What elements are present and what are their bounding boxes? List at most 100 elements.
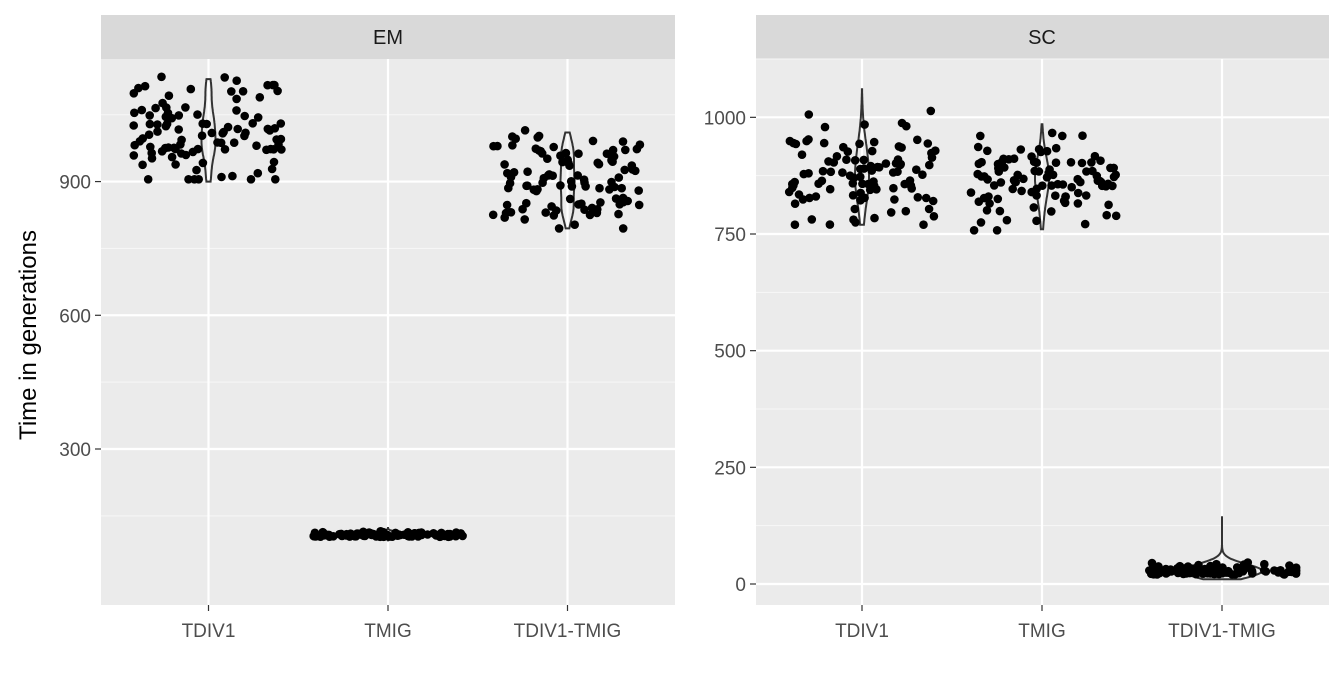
data-point [246, 175, 256, 184]
x-tick-label: TDIV1-TMIG [1168, 621, 1276, 642]
data-point [1051, 158, 1061, 167]
data-point [1167, 567, 1176, 576]
data-point [151, 103, 160, 113]
data-point [858, 179, 867, 189]
data-point [620, 165, 629, 175]
data-point [984, 192, 993, 201]
data-point [262, 145, 271, 155]
data-point [974, 197, 984, 206]
data-point [1201, 566, 1211, 576]
data-point [1261, 567, 1271, 576]
data-point [897, 143, 906, 152]
data-point [1027, 187, 1036, 197]
data-point [999, 154, 1008, 164]
data-point [368, 530, 377, 539]
data-point [1047, 128, 1057, 138]
data-point [966, 188, 976, 197]
y-axis-title: Time in generations [15, 230, 42, 440]
data-point [1008, 184, 1017, 194]
data-point [634, 186, 643, 195]
violin-tdiv1-tmig [559, 131, 576, 230]
data-point [1291, 569, 1301, 578]
data-point [608, 145, 618, 155]
data-point [164, 91, 174, 100]
data-point [436, 532, 446, 541]
data-point [826, 167, 836, 177]
data-point [886, 208, 896, 217]
data-point [820, 122, 830, 132]
data-point [129, 89, 139, 98]
data-point [574, 149, 583, 158]
data-point [157, 72, 166, 82]
data-point [788, 179, 797, 189]
data-point [506, 208, 516, 217]
data-point [617, 183, 626, 193]
data-point [791, 139, 801, 149]
data-point [989, 181, 999, 190]
data-point [634, 200, 644, 210]
y-tick-label: 500 [714, 342, 746, 363]
data-point [1017, 186, 1026, 196]
data-point [889, 183, 898, 193]
data-point [982, 206, 992, 215]
data-point [860, 120, 869, 129]
data-point [1102, 210, 1111, 220]
data-point [198, 158, 208, 168]
data-point [993, 194, 1003, 204]
data-point [842, 155, 851, 164]
data-point [621, 145, 630, 155]
data-point [1077, 158, 1087, 168]
data-point [913, 193, 923, 202]
data-point [219, 127, 228, 137]
data-point [523, 167, 532, 176]
panel-sc: SC 0 250 500 750 1000 TDIV1 TMIG TDIV1-TMIG [704, 15, 1329, 642]
data-point [145, 119, 155, 129]
data-point [233, 124, 242, 134]
data-point [310, 532, 319, 541]
data-point [1210, 569, 1219, 579]
data-point [1047, 207, 1056, 216]
data-point [905, 176, 915, 185]
data-point [269, 145, 279, 154]
data-point [217, 172, 226, 182]
data-point [523, 181, 532, 190]
data-point [1187, 564, 1196, 573]
data-point [850, 156, 860, 165]
data-point [354, 529, 364, 538]
data-point [610, 182, 619, 192]
data-point [158, 98, 167, 108]
data-point [807, 215, 817, 224]
data-point [983, 146, 992, 156]
data-point [799, 169, 809, 179]
data-point [921, 193, 931, 203]
data-point [488, 210, 498, 220]
data-point [888, 168, 898, 177]
y-tick-label: 750 [714, 225, 746, 246]
data-point [137, 105, 147, 115]
y-axis-em: 300 600 900 [59, 173, 101, 461]
data-point [1009, 154, 1019, 163]
data-point [277, 145, 286, 154]
data-point [976, 131, 985, 141]
data-point [271, 175, 280, 184]
data-point [1058, 131, 1067, 141]
gridlines-em [101, 59, 675, 605]
data-point [573, 171, 582, 180]
data-point [412, 530, 422, 540]
data-point [534, 131, 544, 141]
data-point [403, 528, 413, 537]
data-point [992, 226, 1002, 235]
data-point [177, 149, 186, 158]
data-point [1111, 211, 1121, 221]
strip-sc [756, 15, 1329, 59]
y-tick-label: 900 [59, 173, 91, 194]
data-point [867, 146, 877, 156]
violin-tdiv1-tmig [1180, 516, 1264, 581]
data-point [232, 106, 241, 115]
data-point [253, 168, 263, 178]
data-point [1234, 566, 1244, 575]
data-point [269, 157, 279, 167]
data-point [520, 126, 530, 135]
data-point [1036, 147, 1046, 157]
data-point [319, 530, 328, 540]
